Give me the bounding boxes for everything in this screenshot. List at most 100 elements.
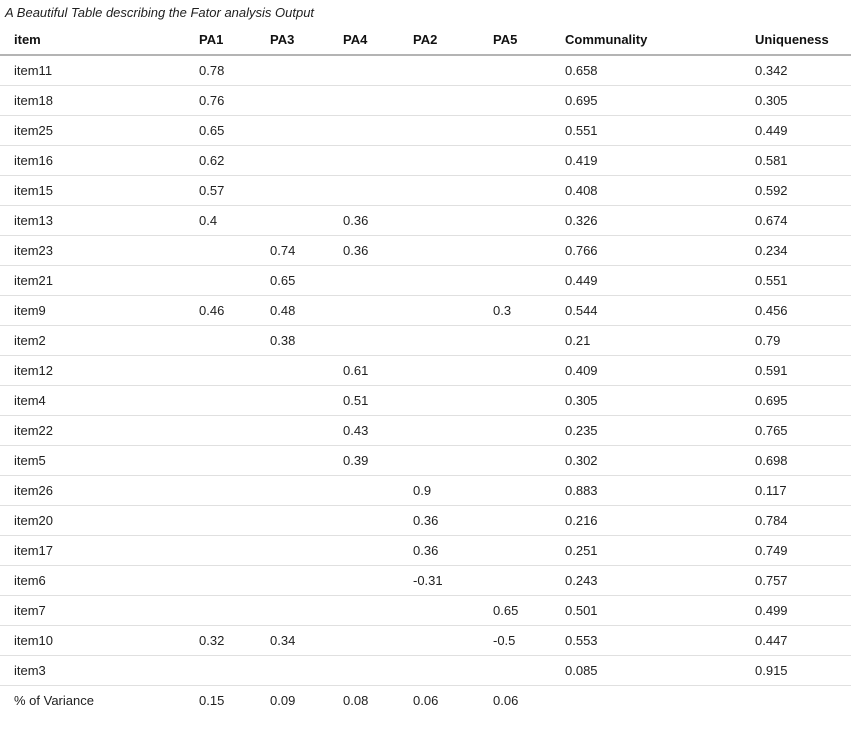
row-label-cell: item22 [0,415,185,446]
value-cell [256,475,329,506]
value-cell [479,145,551,176]
value-cell: 0.36 [399,505,479,536]
value-cell [399,295,479,326]
column-header-uniqueness: Uniqueness [741,26,851,56]
value-cell [185,325,256,356]
value-cell [256,175,329,206]
value-cell [256,55,329,86]
value-cell: 0.65 [185,115,256,146]
value-cell [479,535,551,566]
value-cell: 0.06 [413,692,439,708]
row-label-cell: item12 [0,355,185,386]
value-cell: 0.38 [256,325,329,356]
value-cell [399,625,479,656]
value-cell: 0.78 [185,55,256,86]
table-row: % of Variance 0.15 0.09 0.08 0.06 0.06 [0,685,851,715]
value-cell [256,535,329,566]
table-row: item23 0.74 0.36 0.766 0.234 [0,235,851,266]
value-cell: -0.31 [399,565,479,596]
value-cell: 0.326 [551,205,741,236]
value-cell [256,85,329,116]
value-cell [329,115,399,146]
value-cell [479,505,551,536]
row-label-cell: item5 [0,445,185,476]
table-row: item13 0.4 0.36 0.326 0.674 [0,205,851,236]
row-label-cell: item16 [0,145,185,176]
value-cell: 0.766 [551,235,741,266]
value-cell [479,445,551,476]
value-cell: 0.544 [551,295,741,326]
value-cell [185,505,256,536]
value-cell [329,265,399,296]
value-cell: 0.409 [551,355,741,386]
value-cell [399,355,479,386]
value-cell [185,355,256,386]
value-cell: 0.76 [185,85,256,116]
value-cell: 0.915 [741,655,851,686]
value-cell [479,325,551,356]
row-label-cell: item15 [0,175,185,206]
value-cell: 0.883 [551,475,741,506]
value-cell [329,55,399,86]
table-row: item7 0.65 0.501 0.499 [0,595,851,626]
value-cell: 0.449 [741,115,851,146]
value-cell: 0.43 [329,415,399,446]
value-cell: 0.15 [199,692,225,708]
table-row: item26 0.9 0.883 0.117 [0,475,851,506]
value-cell [185,535,256,566]
value-cell: 0.501 [551,595,741,626]
column-header-pa3: PA3 [256,26,329,56]
row-label-cell: item23 [0,235,185,266]
value-cell: 0.456 [741,295,851,326]
value-cell: -0.5 [479,625,551,656]
table-row: item10 0.32 0.34 -0.5 0.553 0.447 [0,625,851,656]
value-cell: 0.216 [551,505,741,536]
value-cell: 0.57 [185,175,256,206]
value-cell [479,265,551,296]
value-cell [185,475,256,506]
value-cell: 0.4 [185,205,256,236]
row-label-cell: item21 [0,265,185,296]
row-label-cell: item26 [0,475,185,506]
value-cell [479,655,551,686]
value-cell: 0.117 [741,475,851,506]
row-label-cell: item17 [0,535,185,566]
value-cell [399,445,479,476]
value-cell: 0.21 [551,325,741,356]
value-cell [185,385,256,416]
value-cell [551,685,741,715]
table-row: item2 0.38 0.21 0.79 [0,325,851,356]
value-cell: 0.3 [479,295,551,326]
table-row: item3 0.085 0.915 [0,655,851,686]
table-caption: A Beautiful Table describing the Fator a… [5,5,315,20]
value-cell: 0.499 [741,595,851,626]
value-cell [185,265,256,296]
value-cell [399,265,479,296]
header-row: item PA1 PA3 PA4 PA2 PA5 Communality Uniqueness [0,26,851,56]
value-cell: 0.36 [329,205,399,236]
value-cell [479,55,551,86]
value-cell [479,415,551,446]
value-cell [479,175,551,206]
value-cell: 0.39 [329,445,399,476]
column-header-pa2: PA2 [399,26,479,56]
value-cell: 0.61 [329,355,399,386]
factor-analysis-table: item PA1 PA3 PA4 PA2 PA5 Communality Uniqueness… [0,26,851,715]
value-cell [399,415,479,446]
value-cell: 0.447 [741,625,851,656]
table-row: item22 0.43 0.235 0.765 [0,415,851,446]
value-cell: 0.674 [741,205,851,236]
row-label-cell: item13 [0,205,185,236]
value-cell: 0.419 [551,145,741,176]
value-cell [185,445,256,476]
value-cell: 0.06 [493,692,519,708]
value-cell [329,475,399,506]
value-cell: 0.36 [399,535,479,566]
value-cell [329,295,399,326]
value-cell [329,595,399,626]
value-cell: 0.79 [741,325,851,356]
value-cell [329,85,399,116]
value-cell [399,115,479,146]
table-body: item11 0.78 0.658 0.342 item18 0.76 0.695 0.305… [0,55,851,715]
value-cell [329,505,399,536]
